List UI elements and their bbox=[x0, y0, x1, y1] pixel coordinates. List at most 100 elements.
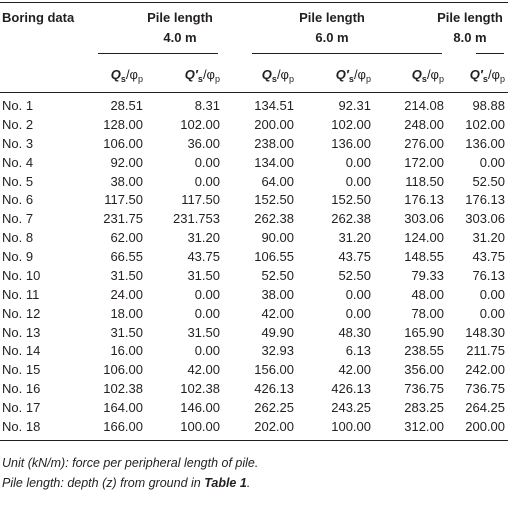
cell: 98.88 bbox=[472, 98, 505, 113]
cell: 134.00 bbox=[254, 154, 294, 170]
cell: 66.55 bbox=[110, 249, 143, 265]
cell: 262.38 bbox=[331, 211, 371, 227]
symbol: Q bbox=[411, 67, 422, 82]
symbol: /φ bbox=[202, 67, 215, 82]
subheader: Qs/φp bbox=[68, 67, 143, 84]
footnote: Pile length: depth (z) from ground in Ta… bbox=[2, 475, 250, 491]
cell: 200.00 bbox=[254, 116, 294, 132]
group-length: 8.0 m bbox=[453, 30, 487, 45]
cell: 102.00 bbox=[465, 116, 505, 132]
subscript: p bbox=[365, 74, 371, 84]
cell: 231.753 bbox=[173, 211, 220, 227]
subscript: p bbox=[214, 74, 220, 84]
subscript: s bbox=[271, 74, 277, 84]
cell: 31.20 bbox=[338, 230, 371, 246]
cell: 92.00 bbox=[110, 154, 143, 170]
cell: 79.33 bbox=[411, 267, 444, 283]
cell: 52.50 bbox=[261, 267, 294, 283]
cell: 0.00 bbox=[194, 286, 220, 302]
footnote-ref: Table 1 bbox=[204, 476, 247, 490]
cell: 0.00 bbox=[479, 154, 505, 170]
cell: 152.50 bbox=[331, 192, 371, 208]
subheader: Q′s/φp bbox=[447, 67, 505, 84]
subscript: p bbox=[499, 74, 505, 84]
cell: 136.00 bbox=[331, 135, 371, 151]
row-label: No. 5 bbox=[2, 173, 34, 189]
row-label: No. 11 bbox=[2, 286, 40, 302]
row-label: No. 14 bbox=[2, 343, 41, 359]
subscript: p bbox=[288, 74, 294, 84]
cell: 262.38 bbox=[254, 211, 294, 227]
cell: 48.30 bbox=[338, 324, 371, 340]
cell: 134.51 bbox=[254, 98, 294, 113]
cell: 31.50 bbox=[187, 324, 220, 340]
cell: 36.00 bbox=[187, 135, 220, 151]
cell: 152.50 bbox=[254, 192, 294, 208]
cell: 176.13 bbox=[465, 192, 505, 208]
cell: 164.00 bbox=[103, 400, 143, 416]
subscript: s bbox=[421, 74, 427, 84]
cell: 106.00 bbox=[103, 135, 143, 151]
cell: 202.00 bbox=[254, 418, 294, 434]
symbol: /φ bbox=[487, 67, 500, 82]
header-rule bbox=[0, 92, 508, 93]
cell: 38.00 bbox=[110, 173, 143, 189]
bottom-rule bbox=[0, 440, 508, 441]
cell: 62.00 bbox=[110, 230, 143, 246]
cell: 0.00 bbox=[345, 305, 371, 321]
cell: 102.00 bbox=[331, 116, 371, 132]
row-label: No. 10 bbox=[2, 267, 41, 283]
cell: 31.50 bbox=[110, 324, 143, 340]
cell: 64.00 bbox=[261, 173, 294, 189]
symbol: Q bbox=[110, 67, 121, 82]
cell: 124.00 bbox=[404, 230, 444, 246]
corner-header: Boring data bbox=[2, 10, 75, 25]
subheader: Q′s/φp bbox=[301, 67, 371, 84]
symbol: Q′ bbox=[184, 67, 198, 82]
cell: 42.00 bbox=[261, 305, 294, 321]
subheader: Qs/φp bbox=[219, 67, 294, 84]
footnote: Unit (kN/m): force per peripheral length… bbox=[2, 456, 259, 470]
cell: 128.00 bbox=[103, 116, 143, 132]
cell: 0.00 bbox=[345, 286, 371, 302]
cell: 117.50 bbox=[104, 192, 143, 208]
cell: 32.93 bbox=[261, 343, 294, 359]
cell: 146.00 bbox=[180, 400, 220, 416]
cell: 49.90 bbox=[261, 324, 294, 340]
cell: 200.00 bbox=[465, 418, 505, 434]
symbol: /φ bbox=[125, 67, 138, 82]
row-label: No. 9 bbox=[2, 249, 34, 265]
cell: 118.50 bbox=[405, 173, 444, 189]
row-label: No. 18 bbox=[2, 418, 41, 434]
footnote-text: . bbox=[246, 476, 251, 490]
row-label: No. 7 bbox=[2, 211, 34, 227]
group-title: Pile length bbox=[437, 10, 503, 25]
cell: 0.00 bbox=[194, 343, 220, 359]
cell: 303.06 bbox=[404, 211, 444, 227]
cell: 166.00 bbox=[103, 418, 143, 434]
cell: 31.20 bbox=[472, 230, 505, 246]
cell: 231.75 bbox=[103, 211, 143, 227]
top-rule bbox=[0, 2, 508, 3]
cell: 312.00 bbox=[404, 418, 444, 434]
cell: 78.00 bbox=[411, 305, 444, 321]
cell: 102.00 bbox=[180, 116, 220, 132]
cell: 0.00 bbox=[345, 173, 371, 189]
cell: 136.00 bbox=[465, 135, 505, 151]
row-label: No. 3 bbox=[2, 135, 34, 151]
symbol: /φ bbox=[276, 67, 289, 82]
cell: 106.00 bbox=[103, 362, 143, 378]
row-label: No. 16 bbox=[2, 381, 41, 397]
cell: 211.75 bbox=[466, 343, 505, 359]
cell: 31.50 bbox=[187, 267, 220, 283]
cell: 18.00 bbox=[110, 305, 143, 321]
subheader: Q′s/φp bbox=[150, 67, 220, 84]
subscript: s bbox=[348, 74, 354, 84]
symbol: Q′ bbox=[469, 67, 483, 82]
cell: 156.00 bbox=[254, 362, 294, 378]
cell: 43.75 bbox=[187, 249, 220, 265]
cell: 238.55 bbox=[404, 343, 444, 359]
cell: 8.31 bbox=[194, 98, 220, 113]
cell: 283.25 bbox=[404, 400, 444, 416]
subscript: p bbox=[438, 74, 444, 84]
